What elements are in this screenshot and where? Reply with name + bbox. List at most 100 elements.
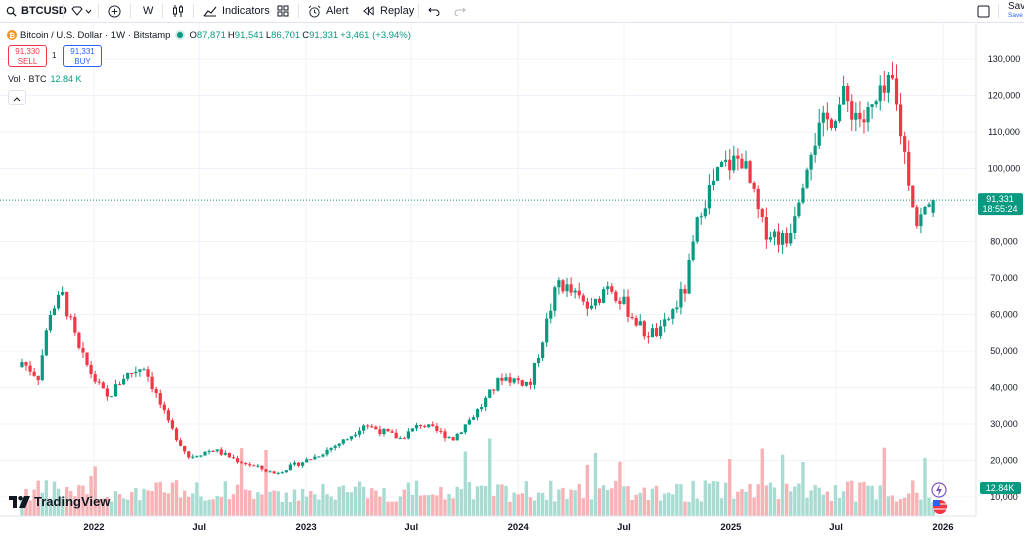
volume-bar [73, 496, 77, 516]
candle-body [654, 328, 659, 337]
candle-body [357, 430, 362, 435]
low-value: 86,701 [271, 29, 301, 41]
candle-body [866, 106, 870, 123]
fullscreen-button[interactable] [977, 0, 990, 22]
replay-label: Replay [380, 5, 415, 17]
candle-body [886, 74, 890, 93]
volume-bar [260, 494, 264, 516]
last-price-label: 91,331 [986, 194, 1014, 204]
layouts-button[interactable] [277, 0, 289, 22]
volume-bar [366, 498, 370, 516]
volume-bar [341, 485, 345, 516]
divider [63, 4, 64, 18]
volume-bar [927, 497, 931, 516]
candle-body [191, 456, 195, 458]
compare-dropdown[interactable] [71, 0, 92, 22]
volume-label: Vol · BTC [8, 74, 47, 84]
volume-bar [728, 459, 732, 516]
volume-bar [203, 500, 207, 516]
time-axis[interactable]: 2022 Jul 2023 Jul 2024 Jul 2025 Jul 2026 [83, 522, 953, 533]
time-tick-label: Jul [192, 522, 206, 533]
time-tick-label: Jul [404, 522, 418, 533]
volume-bar [841, 491, 846, 516]
volume-value: 12.84 K [50, 74, 82, 84]
indicators-label: Indicators [222, 5, 270, 17]
volume-bar [443, 499, 447, 516]
buy-button[interactable]: 91,331 BUY [63, 45, 102, 67]
volume-bar [789, 491, 793, 516]
candle-body [260, 465, 264, 470]
candle-body [565, 284, 569, 292]
volume-bar [898, 499, 903, 516]
candle-body [28, 365, 32, 372]
volume-bar [337, 486, 341, 516]
candle-body [878, 85, 882, 102]
candle-body [781, 233, 785, 245]
volume-bar [662, 493, 667, 516]
candle-body [854, 112, 858, 120]
candle-body [760, 209, 764, 217]
redo-icon [454, 6, 466, 16]
volume-bar [532, 500, 537, 516]
volume-bar [170, 482, 175, 516]
volume-tag-label: 12.84K [986, 483, 1015, 493]
candle-body [451, 437, 455, 441]
candle-body [703, 208, 707, 217]
candle-body [240, 462, 244, 464]
volume-legend[interactable]: Vol · BTC 12.84 K [8, 74, 82, 84]
candle-body [907, 151, 911, 186]
candle-body [646, 336, 650, 338]
volume-bar [744, 491, 748, 516]
add-symbol-button[interactable] [108, 0, 121, 22]
volume-bar [304, 496, 309, 516]
volume-bar [463, 451, 468, 516]
undo-button[interactable] [428, 0, 440, 22]
candle-body [671, 309, 675, 319]
volume-bar [764, 485, 769, 516]
candle-body [724, 159, 728, 162]
symbol-search-button[interactable]: BTCUSD [6, 0, 67, 22]
tradingview-logo[interactable]: TradingView [9, 494, 110, 509]
candle-body [626, 296, 630, 317]
volume-bar [435, 495, 439, 516]
collapse-legend-button[interactable] [8, 90, 26, 105]
volume-bar [723, 482, 728, 516]
candle-body [353, 434, 358, 437]
indicators-button[interactable]: Indicators [203, 0, 270, 22]
sell-button[interactable]: 91,330 SELL [8, 45, 47, 67]
high-key: H [227, 29, 235, 41]
volume-bar [707, 483, 712, 516]
volume-bar [309, 491, 313, 516]
replay-button[interactable]: Replay [362, 0, 414, 22]
volume-bar [451, 498, 455, 516]
candle-body [785, 233, 789, 244]
candle-body [435, 425, 439, 431]
divider [98, 4, 99, 18]
redo-button[interactable] [454, 0, 466, 22]
candle-body [187, 451, 191, 458]
candle-body [833, 121, 838, 128]
time-tick-label: Jul [617, 522, 631, 533]
volume-bar [219, 496, 223, 516]
price-chart[interactable]: 130,000120,000110,000100,00090,00080,000… [0, 23, 1024, 540]
save-button[interactable]: Save Save [1008, 1, 1024, 20]
candle-body [638, 321, 642, 326]
volume-bar [109, 501, 114, 516]
volume-bar [427, 495, 431, 516]
volume-bar [479, 485, 484, 516]
candle-body [349, 436, 354, 440]
volume-bar [28, 500, 32, 516]
volume-bar [467, 481, 472, 516]
interval-button[interactable]: W [143, 0, 153, 22]
candle-body [313, 456, 317, 460]
candle-body [219, 449, 223, 455]
symbol-legend[interactable]: ₿ Bitcoin / U.S. Dollar · 1W · Bitstamp … [7, 28, 413, 42]
us-flag-event-icon[interactable] [933, 500, 947, 514]
chart-type-button[interactable] [172, 0, 184, 22]
alert-button[interactable]: Alert [308, 0, 349, 22]
lightning-event-icon[interactable] [931, 482, 947, 498]
candle-body [768, 237, 773, 240]
candle-body [81, 347, 85, 353]
price-tick-label: 10,000 [990, 492, 1018, 502]
price-tick-label: 40,000 [990, 383, 1018, 393]
